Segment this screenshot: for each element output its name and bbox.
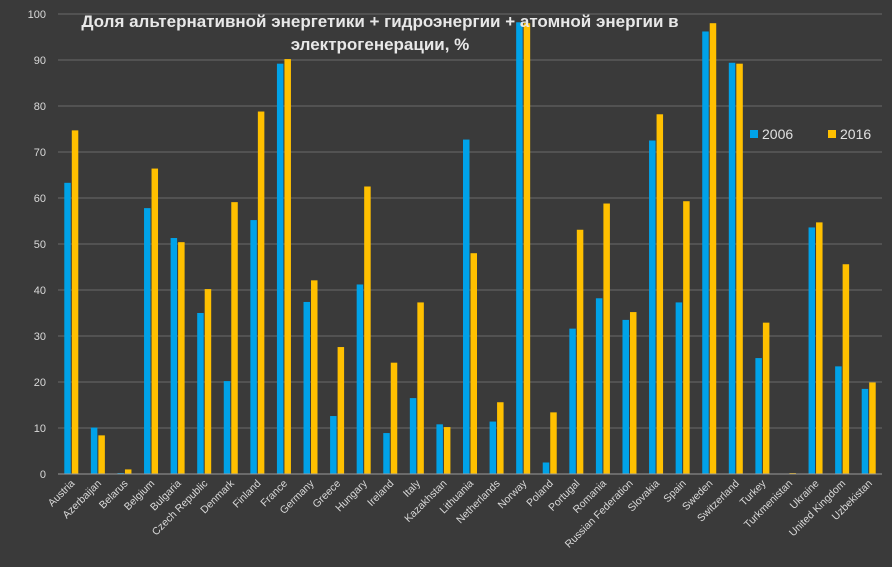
bar-2006-bulgaria xyxy=(170,238,178,474)
x-category-label: Finland xyxy=(231,478,264,511)
bar-2006-norway xyxy=(516,22,523,475)
bar-2006-finland xyxy=(250,220,257,474)
bar-2006-spain xyxy=(675,302,683,474)
y-tick-label: 40 xyxy=(34,285,46,297)
bar-2006-ireland xyxy=(383,433,390,474)
bar-2016-belgium xyxy=(151,168,159,474)
bar-2016-czech-republic xyxy=(204,289,212,474)
bar-2016-lithuania xyxy=(470,253,477,474)
bar-2006-turkey xyxy=(755,358,762,474)
legend-swatch-2006 xyxy=(750,130,758,138)
bar-2016-ireland xyxy=(390,362,398,474)
bar-2006-portugal xyxy=(569,328,576,474)
chart-title-line-2: электрогенерации, % xyxy=(291,35,470,54)
bar-2006-italy xyxy=(409,398,417,474)
bar-2016-germany xyxy=(311,280,318,474)
bar-2016-turkey xyxy=(762,322,770,474)
bar-2016-belarus xyxy=(124,469,132,474)
bar-2006-austria xyxy=(64,182,71,474)
bar-2016-norway xyxy=(523,23,531,474)
y-tick-label: 100 xyxy=(28,9,46,21)
bars-layer xyxy=(64,22,876,475)
bar-2016-united-kingdom xyxy=(842,264,850,474)
x-category-label: Italy xyxy=(401,477,424,500)
bar-2016-ukraine xyxy=(816,222,823,474)
bar-2016-bulgaria xyxy=(178,242,185,474)
bar-2006-poland xyxy=(542,462,550,474)
bar-2006-azerbaijan xyxy=(90,427,98,474)
bar-2006-france xyxy=(276,63,284,475)
bar-2016-portugal xyxy=(576,229,584,474)
y-tick-label: 80 xyxy=(34,101,46,113)
bar-2016-netherlands xyxy=(497,402,504,474)
bar-2016-slovakia xyxy=(656,114,664,474)
bar-2016-romania xyxy=(603,203,610,474)
bar-2016-italy xyxy=(417,302,424,474)
bar-2006-greece xyxy=(330,416,337,474)
legend-swatch-2016 xyxy=(828,130,836,138)
x-axis-categories: AustriaAzerbaijanBelarusBelgiumBulgariaC… xyxy=(46,477,875,550)
bar-2006-kazakhstan xyxy=(436,424,443,474)
bar-2016-russian-federation xyxy=(629,312,637,474)
y-tick-label: 20 xyxy=(34,377,46,389)
chart-title-line-1: Доля альтернативной энергетики + гидроэн… xyxy=(81,12,678,31)
bar-2016-greece xyxy=(337,347,345,474)
bar-2006-czech-republic xyxy=(197,313,204,474)
bar-2006-ukraine xyxy=(808,227,816,474)
bar-2016-poland xyxy=(550,412,557,474)
y-tick-label: 50 xyxy=(34,239,46,251)
y-tick-label: 10 xyxy=(34,423,46,435)
bar-2016-finland xyxy=(257,111,265,475)
bar-2006-slovakia xyxy=(649,140,656,474)
bar-2006-denmark xyxy=(223,381,231,474)
bar-2006-germany xyxy=(303,301,311,474)
bar-2006-russian-federation xyxy=(622,319,629,474)
y-tick-label: 60 xyxy=(34,193,46,205)
y-tick-label: 30 xyxy=(34,331,46,343)
bar-2006-lithuania xyxy=(463,139,470,474)
bar-2006-belgium xyxy=(144,208,151,474)
bar-2006-sweden xyxy=(702,31,709,474)
bar-2016-austria xyxy=(71,130,79,474)
x-category-label: Ireland xyxy=(365,478,396,509)
bar-2006-uzbekistan xyxy=(861,388,869,474)
y-tick-label: 0 xyxy=(40,469,46,481)
bar-2006-hungary xyxy=(356,284,364,474)
bar-2016-switzerland xyxy=(736,63,743,475)
bar-2016-hungary xyxy=(364,186,371,474)
bar-2016-uzbekistan xyxy=(869,382,876,474)
y-tick-label: 70 xyxy=(34,147,46,159)
x-category-label: Norway xyxy=(496,477,530,511)
legend-label-2016: 2016 xyxy=(840,126,871,142)
legend-label-2006: 2006 xyxy=(762,126,793,142)
bar-2016-azerbaijan xyxy=(98,435,105,474)
bar-2006-netherlands xyxy=(489,421,497,474)
y-axis-ticks: 0 10 20 30 40 50 60 70 80 90 100 xyxy=(28,9,46,481)
bar-2006-united-kingdom xyxy=(835,366,842,474)
chart-title: Доля альтернативной энергетики + гидроэн… xyxy=(81,12,678,54)
bar-2016-denmark xyxy=(231,202,238,474)
legend: 2006 2016 xyxy=(750,126,871,142)
bar-2016-france xyxy=(284,59,291,475)
y-tick-label: 90 xyxy=(34,55,46,67)
bar-2006-switzerland xyxy=(728,62,736,474)
bar-2006-romania xyxy=(595,298,603,474)
bar-2016-sweden xyxy=(709,23,717,474)
grid-layer xyxy=(58,13,882,429)
bar-2016-spain xyxy=(683,201,690,474)
bar-2016-kazakhstan xyxy=(443,427,451,474)
